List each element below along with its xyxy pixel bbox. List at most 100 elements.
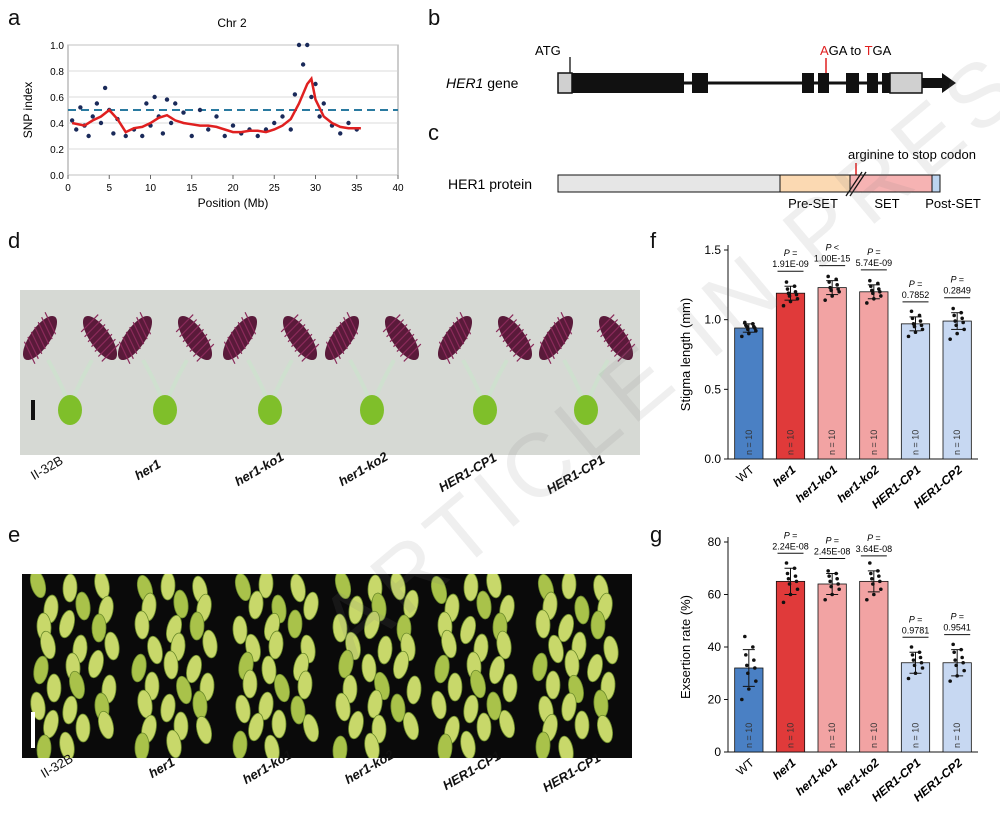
data-point	[911, 658, 916, 662]
y-axis-label: Exsertion rate (%)	[678, 595, 693, 699]
panicle-specimen	[430, 574, 518, 758]
data-point	[865, 301, 869, 305]
data-point	[870, 288, 874, 293]
grain	[348, 595, 364, 625]
stop-codon-label: arginine to stop codon	[848, 147, 976, 162]
data-point	[878, 290, 882, 294]
snp-point	[321, 101, 326, 106]
snp-point	[222, 133, 227, 139]
data-point	[827, 280, 831, 284]
data-point	[743, 634, 747, 639]
stigma-hair	[27, 336, 39, 360]
stigma-hair	[182, 323, 201, 343]
protein-structure-diagram: arginine to stop codon HER1 protein Pre-…	[448, 147, 981, 211]
atg-label: ATG	[535, 43, 561, 58]
grain	[134, 610, 150, 640]
snp-point	[272, 120, 277, 126]
snp-point	[214, 114, 219, 119]
stigma-hair	[34, 326, 46, 350]
stigma-hair	[499, 319, 518, 338]
p-value: 1.00E-15	[814, 254, 851, 264]
data-point	[793, 574, 798, 578]
label-d-1: II-32B	[28, 452, 66, 483]
chart-a-xtick-label: 15	[186, 183, 198, 194]
stigma-hair	[118, 341, 131, 364]
chart-a-x-ticks: 0 5 10 15 20 25 30 35 40	[65, 175, 404, 194]
stigma-hair	[284, 319, 303, 338]
grain	[463, 574, 479, 602]
utr-5prime	[557, 72, 573, 94]
chart-a-xtick-label: 0	[65, 183, 71, 194]
stigma-hair	[80, 314, 99, 333]
exsertion-rate-chart: 0 20 40 60 80 Exsertion rate (%) n = 10 WT n = 1…	[678, 530, 978, 804]
bar	[734, 327, 764, 460]
stigma-plume	[538, 312, 574, 364]
grain	[590, 610, 606, 640]
grain	[258, 691, 274, 721]
data-point	[919, 323, 924, 328]
stigma-hair	[543, 336, 555, 360]
snp-point	[296, 42, 302, 48]
grain	[69, 670, 85, 700]
grain	[460, 615, 476, 645]
grain	[393, 650, 409, 680]
data-point	[827, 574, 831, 578]
data-point	[876, 569, 880, 573]
snp-point	[317, 114, 322, 119]
grain	[297, 670, 313, 700]
grain	[561, 574, 577, 600]
snp-point	[255, 133, 260, 139]
data-point	[868, 278, 872, 283]
stigma-hair	[442, 336, 454, 360]
data-point	[786, 576, 791, 581]
chart-a-ylabel: SNP index	[21, 82, 35, 138]
data-point	[788, 592, 793, 597]
grain	[548, 634, 564, 664]
stigma-hair	[125, 331, 138, 355]
grain	[460, 730, 476, 758]
data-point	[785, 287, 790, 291]
panel-letter-f: f	[650, 228, 657, 253]
grain	[463, 694, 479, 724]
chart-a-ytick-label: 1.0	[50, 41, 64, 52]
gene-label: HER1 gene	[446, 75, 519, 91]
stigma-hair	[44, 312, 57, 335]
data-point	[920, 327, 925, 332]
grain	[545, 670, 561, 700]
gene-arrow	[922, 73, 956, 93]
grain	[558, 613, 574, 643]
n-label: n = 10	[911, 430, 921, 455]
grain	[535, 609, 551, 639]
grain	[338, 649, 354, 679]
data-point	[909, 309, 914, 314]
data-point	[911, 322, 916, 326]
p-value: 5.74E-09	[856, 258, 893, 268]
grain	[535, 731, 551, 758]
data-point	[752, 324, 756, 329]
data-point	[751, 322, 755, 326]
data-point	[871, 291, 875, 295]
stigma-plume	[495, 314, 535, 362]
chart-a-xtick-label: 5	[106, 183, 112, 194]
stigma-hair	[617, 343, 636, 362]
y-tick-label: 1.5	[704, 243, 721, 257]
data-point	[961, 320, 965, 325]
data-point	[823, 597, 827, 602]
p-value: 1.91E-09	[772, 259, 809, 269]
data-point	[837, 290, 841, 294]
snp-point	[144, 101, 149, 106]
panel-letter-b: b	[428, 5, 441, 30]
p-value-label: P <	[825, 243, 838, 253]
data-point	[917, 650, 922, 655]
snp-point	[140, 133, 145, 139]
grain	[173, 589, 189, 619]
snp-point	[111, 131, 116, 136]
grain	[587, 653, 603, 683]
stigma-hair	[325, 341, 338, 364]
grain	[104, 631, 120, 661]
grain	[232, 615, 248, 645]
data-point	[952, 650, 956, 655]
data-point	[953, 319, 957, 323]
grain	[361, 653, 377, 683]
stigma-hair	[445, 331, 458, 355]
